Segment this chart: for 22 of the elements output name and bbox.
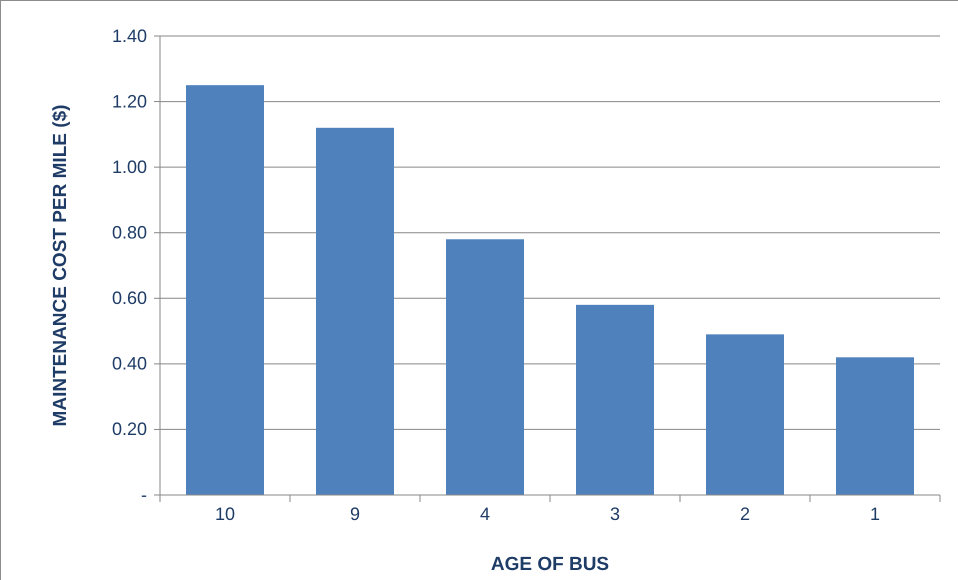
y-axis-title: MAINTENANCE COST PER MILE ($)	[50, 104, 71, 426]
y-tick-label: -	[141, 484, 147, 505]
bar	[706, 334, 784, 495]
bar	[186, 85, 264, 495]
x-tick-label: 2	[740, 504, 750, 524]
y-tick-label: 1.40	[112, 26, 147, 46]
x-axis-title: AGE OF BUS	[490, 554, 610, 575]
bar	[316, 128, 394, 495]
x-tick-label: 9	[350, 504, 360, 524]
y-tick-label: 0.20	[112, 419, 147, 440]
x-tick-label: 3	[610, 504, 620, 524]
bar	[576, 304, 654, 495]
y-tick-label: 1.20	[112, 91, 147, 112]
bar	[836, 357, 914, 495]
bar	[446, 239, 524, 495]
y-tick-label: 0.40	[112, 354, 147, 374]
x-tick-label: 10	[214, 504, 236, 524]
x-tick-label: 4	[480, 504, 490, 524]
y-tick-label: 0.60	[112, 288, 147, 308]
y-tick-label: 0.80	[112, 222, 147, 242]
x-tick-label: 1	[870, 504, 880, 524]
y-tick-label: 1.00	[112, 156, 147, 177]
